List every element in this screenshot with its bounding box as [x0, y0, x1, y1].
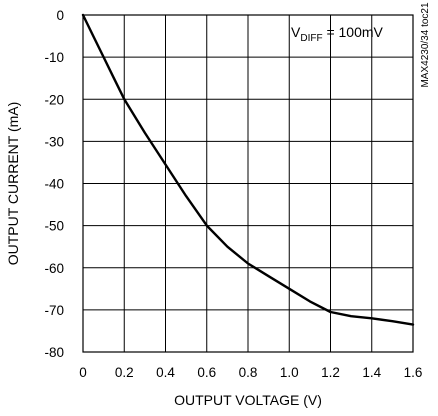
y-tick-label: -30	[44, 134, 64, 149]
x-tick-label: 0.8	[239, 365, 258, 380]
vdiff-annotation: VDIFF = 100mV	[291, 24, 384, 44]
y-tick-label: -40	[44, 177, 64, 192]
y-tick-label: -50	[44, 219, 64, 234]
annotation-main: V	[291, 24, 301, 40]
y-axis-label: OUTPUT CURRENT (mA)	[5, 102, 21, 266]
y-tick-label: 0	[56, 8, 64, 23]
x-axis-label: OUTPUT VOLTAGE (V)	[174, 392, 322, 408]
x-tick-label: 1.0	[280, 365, 299, 380]
x-tick-label: 1.4	[362, 365, 381, 380]
series-line	[81, 13, 415, 326]
grid	[82, 14, 414, 353]
x-tick-label: 0.2	[115, 365, 134, 380]
annotation-subscript: DIFF	[300, 33, 322, 44]
plot-frame	[82, 14, 414, 353]
y-tick-label: -70	[44, 303, 64, 318]
x-tick-label: 1.6	[404, 365, 423, 380]
x-tick-label: 0.6	[197, 365, 216, 380]
y-tick-label: -10	[44, 50, 64, 65]
y-tick-label: -20	[44, 92, 64, 107]
x-tick-label: 0.4	[156, 365, 175, 380]
annotation-rest: = 100mV	[323, 24, 384, 40]
x-tick-labels: 0 0.2 0.4 0.6 0.8 1.0 1.2 1.4 1.6	[79, 365, 422, 380]
y-tick-label: -60	[44, 261, 64, 276]
figure-id-label: MAX4230/34 toc21	[420, 2, 431, 87]
x-tick-label: 0	[79, 365, 87, 380]
y-tick-label: -80	[44, 345, 64, 360]
x-tick-label: 1.2	[321, 365, 340, 380]
y-tick-labels: 0 -10 -20 -30 -40 -50 -60 -70 -80	[44, 8, 64, 360]
